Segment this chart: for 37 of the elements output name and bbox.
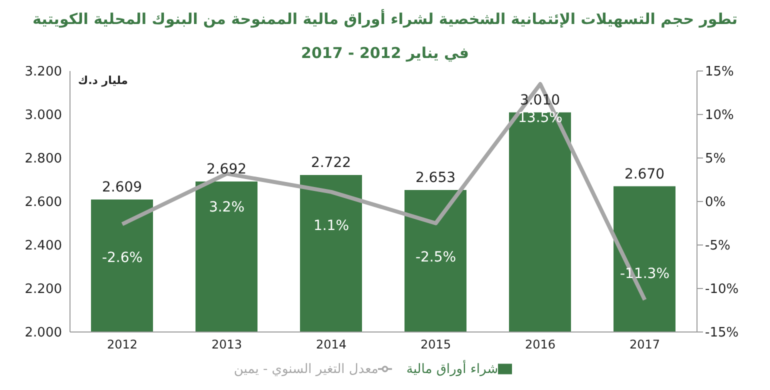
y2-tick-label: 0%: [705, 195, 726, 210]
data-label: 3.2%: [208, 200, 245, 216]
x-tick-label: 2013: [211, 338, 242, 352]
y-tick-label: 2.800: [24, 152, 62, 167]
data-label: 2.692: [206, 161, 247, 178]
data-label: 2.722: [310, 154, 352, 171]
legend-label: شراء أوراق مالية: [406, 362, 498, 377]
data-label: 1.1%: [313, 218, 350, 234]
data-label: -2.5%: [415, 249, 456, 266]
data-label: 2.670: [624, 166, 665, 182]
y2-tick-label: -5%: [705, 238, 730, 254]
x-tick-label: 2014: [316, 338, 347, 352]
y2-tick-label: 15%: [705, 64, 734, 80]
x-tick-label: 2012: [106, 338, 138, 352]
data-label: 2.609: [102, 180, 142, 196]
y2-tick-label: -10%: [705, 282, 739, 298]
y-tick-label: 3.200: [24, 64, 62, 80]
y-axis-title: مليار د.ك: [78, 74, 128, 87]
y2-tick-label: 10%: [705, 108, 734, 124]
y-tick-label: 2.400: [24, 238, 62, 254]
y-tick-label: 2.600: [24, 195, 62, 210]
data-label: -2.6%: [102, 250, 143, 266]
data-label: 3.010: [520, 92, 560, 108]
x-tick-label: 2017: [629, 338, 660, 352]
chart-title: تطور حجم التسهيلات الإئتمانية الشخصية لشراء أوراق مالية الممنوحة من البنوك المحلية الكويتية: [31, 10, 739, 28]
legend-label: معدل التغير السنوي - يمين: [234, 362, 378, 377]
data-label: 13.5%: [518, 110, 562, 126]
chart-subtitle: في يناير 2012 - 2017: [300, 44, 470, 62]
y2-tick-label: 5%: [705, 152, 726, 167]
y-tick-label: 3.000: [24, 108, 62, 124]
x-tick-label: 2016: [524, 338, 556, 352]
data-label: -11.3%: [620, 266, 670, 282]
y-tick-label: 2.200: [24, 282, 62, 298]
data-label: 2.653: [415, 170, 456, 186]
y-tick-label: 2.000: [24, 326, 62, 341]
x-tick-label: 2015: [420, 338, 452, 352]
y2-tick-label: -15%: [705, 326, 739, 341]
